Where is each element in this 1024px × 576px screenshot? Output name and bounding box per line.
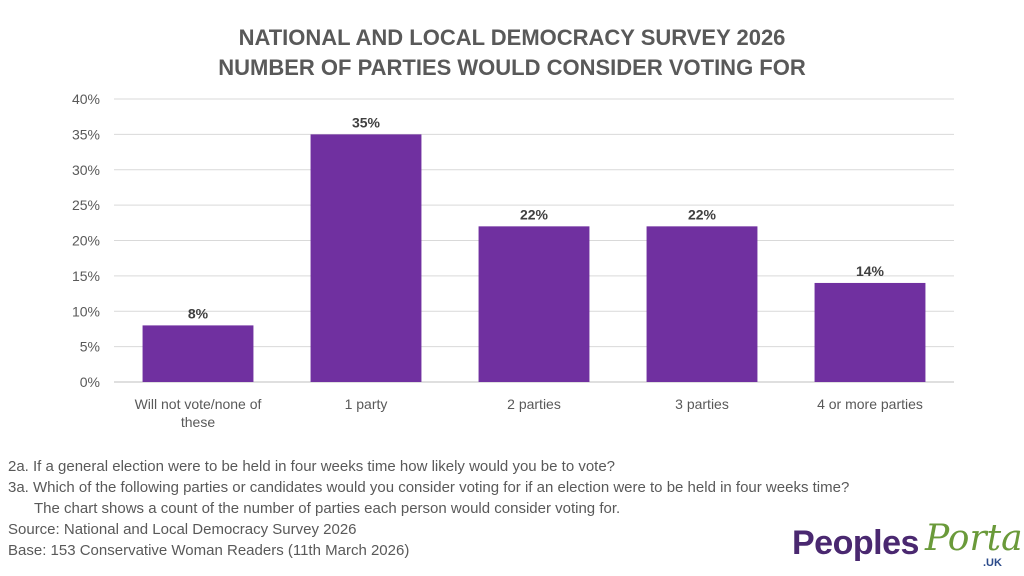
base-text: Base: 153 Conservative Woman Readers (11… [8,542,410,559]
chart-title-line-1: NATIONAL AND LOCAL DEMOCRACY SURVEY 2026 [239,25,786,50]
data-label: 22% [520,206,549,222]
y-tick-label: 20% [72,233,100,249]
bar [814,282,926,382]
bar [646,226,758,382]
x-tick-label: 3 parties [675,396,729,412]
bar [478,226,590,382]
logo-portal: Portal [925,518,1024,559]
source-text: Source: National and Local Democracy Sur… [8,521,357,538]
question-3a: 3a. Which of the following parties or ca… [8,479,850,496]
data-label: 35% [352,114,381,130]
chart-title-line-2: NUMBER OF PARTIES WOULD CONSIDER VOTING … [218,55,806,80]
y-tick-label: 25% [72,197,100,213]
chart-notes: 2a. If a general election were to be hel… [8,456,849,561]
y-tick-label: 30% [72,162,100,178]
data-label: 14% [856,263,885,279]
logo-peoples: Peoples [792,524,919,562]
x-tick-label: Will not vote/none of [135,396,262,412]
y-tick-label: 35% [72,126,100,142]
y-tick-label: 15% [72,268,100,284]
x-tick-label: 2 parties [507,396,561,412]
y-tick-label: 40% [72,91,100,107]
x-tick-label: 4 or more parties [817,396,923,412]
bar [310,134,422,382]
question-3a-note: The chart shows a count of the number of… [34,500,621,517]
bar-chart: NATIONAL AND LOCAL DEMOCRACY SURVEY 2026… [72,25,954,430]
y-tick-label: 0% [80,374,100,390]
bar [142,325,254,382]
x-tick-label: these [181,414,215,430]
data-label: 22% [688,206,717,222]
peoplesportal-logo: Peoples Portal .UK [792,518,1024,569]
question-2a: 2a. If a general election were to be hel… [8,458,616,475]
y-tick-label: 10% [72,303,100,319]
x-tick-label: 1 party [345,396,388,412]
y-tick-label: 5% [80,339,100,355]
data-label: 8% [188,305,209,321]
logo-uk: .UK [983,557,1002,569]
